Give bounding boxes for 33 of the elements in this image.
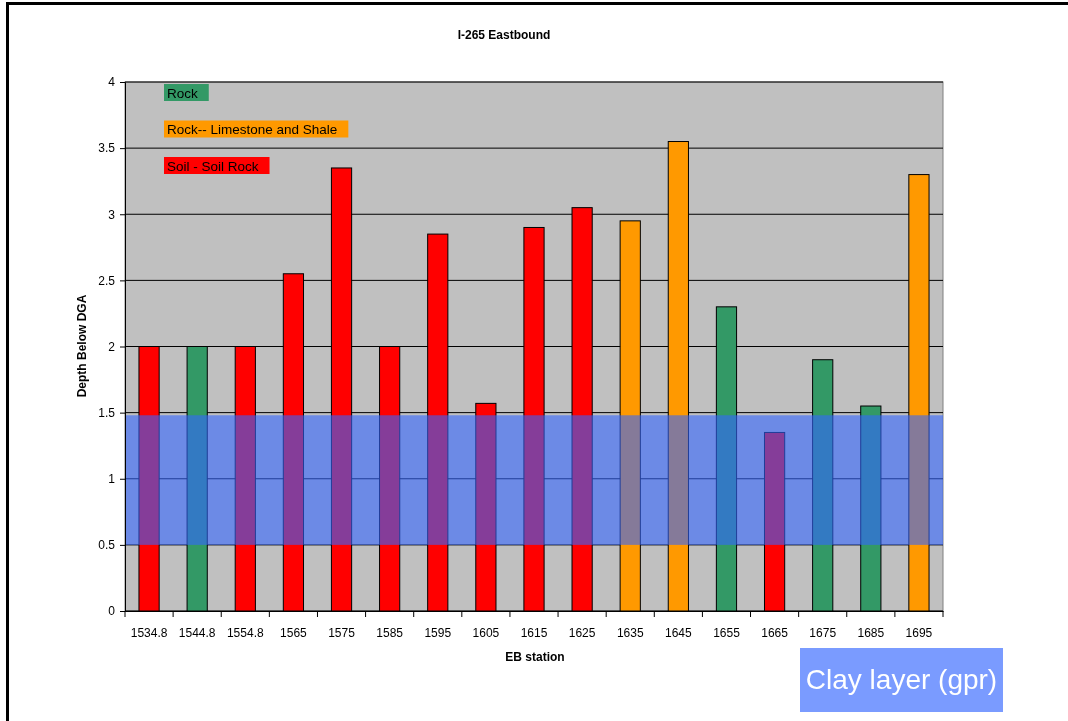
x-tick-label: 1554.8 xyxy=(226,625,264,640)
text: Clay layer (gpr) xyxy=(805,664,998,695)
x-tick-label: 1675 xyxy=(809,625,837,640)
x-tick-label: 1585 xyxy=(376,625,404,640)
x-tick-label: 1595 xyxy=(424,625,452,640)
x-tick-label: 1615 xyxy=(520,625,548,640)
x-tick-label: 1534.8 xyxy=(130,625,168,640)
x-tick-label: 1625 xyxy=(568,625,596,640)
y-tick-label: 0.5 xyxy=(98,538,116,553)
y-tick-label: 0 xyxy=(108,604,116,619)
y-axis-title: Depth Below DGA xyxy=(75,294,89,398)
y-tick-label: 1 xyxy=(108,472,116,487)
text: Rock-- Limestone and Shale xyxy=(167,122,338,137)
x-tick-label: 1655 xyxy=(713,625,741,640)
x-tick-label: 1665 xyxy=(761,625,789,640)
x-tick-label: 1544.8 xyxy=(178,625,216,640)
y-tick-label: 2 xyxy=(108,339,116,354)
x-tick-label: 1695 xyxy=(905,625,933,640)
x-tick-label: 1575 xyxy=(328,625,356,640)
x-tick-label: 1635 xyxy=(616,625,644,640)
x-tick-label: 1645 xyxy=(665,625,693,640)
y-tick-label: 3.5 xyxy=(98,141,116,156)
y-tick-label: 1.5 xyxy=(98,405,116,420)
x-tick-label: 1565 xyxy=(280,625,308,640)
chart-title: I-265 Eastbound xyxy=(457,28,551,42)
x-axis-title: EB station xyxy=(505,650,565,664)
y-tick-label: 4 xyxy=(108,75,116,90)
text: Soil - Soil Rock xyxy=(167,158,259,174)
x-tick-label: 1685 xyxy=(857,625,885,640)
y-tick-label: 3 xyxy=(108,207,116,222)
y-tick-label: 2.5 xyxy=(98,273,116,288)
x-tick-label: 1605 xyxy=(472,625,500,640)
text: Rock xyxy=(167,85,199,101)
